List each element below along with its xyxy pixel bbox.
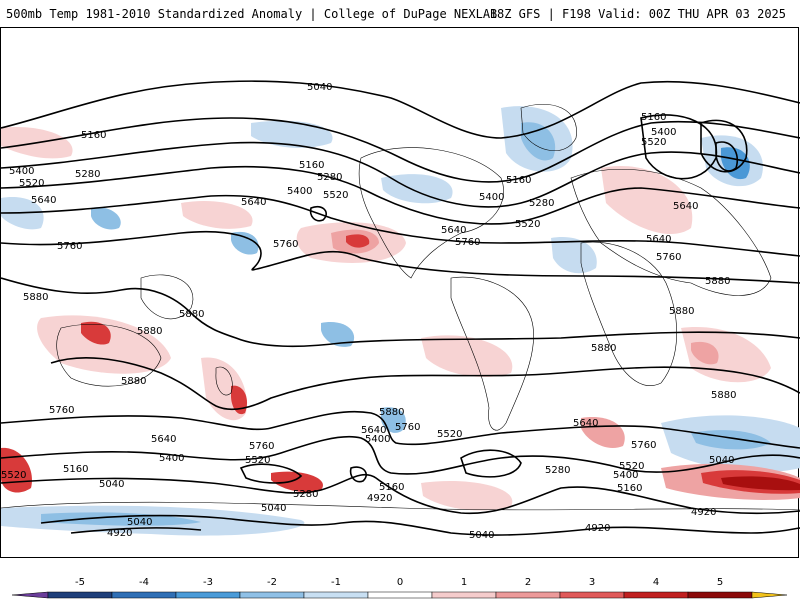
colorbar-swatch xyxy=(367,591,433,599)
contour-label: 5760 xyxy=(395,422,420,433)
colorbar-tick-label: 2 xyxy=(525,577,531,588)
contour-label: 5400 xyxy=(287,186,312,197)
contour-label: 5280 xyxy=(293,489,318,500)
contour-label: 5280 xyxy=(529,198,554,209)
contour-label: 5400 xyxy=(613,470,638,481)
contour-label: 5760 xyxy=(455,237,480,248)
contour-label: 5400 xyxy=(159,453,184,464)
colorbar-swatch xyxy=(175,591,241,599)
contour-label: 5880 xyxy=(179,309,204,320)
contour-label: 5880 xyxy=(711,390,736,401)
contour-label: 4920 xyxy=(107,528,132,539)
contour-label: 5880 xyxy=(121,376,146,387)
contour-label: 5280 xyxy=(545,465,570,476)
colorbar-ticks: -5 -4 -3 -2 -1 0 1 2 3 4 5 xyxy=(75,577,723,588)
contour-label: 5520 xyxy=(245,455,270,466)
anomaly-shading xyxy=(1,106,800,536)
contour-label: 5520 xyxy=(1,470,26,481)
contour-label: 5640 xyxy=(673,201,698,212)
contour-label: 5400 xyxy=(365,434,390,445)
colorbar-tick-label: -4 xyxy=(139,577,149,588)
colorbar-tick-label: -2 xyxy=(267,577,277,588)
contour-label: 5040 xyxy=(261,503,286,514)
colorbar-tick-label: 5 xyxy=(717,577,723,588)
contour-label: 5400 xyxy=(479,192,504,203)
header-bar: 500mb Temp 1981-2010 Standardized Anomal… xyxy=(0,0,800,28)
coastlines xyxy=(1,104,800,511)
colorbar-swatch xyxy=(687,591,753,599)
contour-label: 5880 xyxy=(669,306,694,317)
colorbar-swatch xyxy=(11,591,49,599)
contour-label: 5160 xyxy=(379,482,404,493)
colorbar-swatch xyxy=(751,591,788,599)
contour-label: 5040 xyxy=(709,455,734,466)
contour-label: 5520 xyxy=(619,461,644,472)
contour-label: 5160 xyxy=(617,483,642,494)
contour-label: 5160 xyxy=(81,130,106,141)
colorbar: -5 -4 -3 -2 -1 0 1 2 3 4 5 xyxy=(0,572,800,600)
contour-label: 5640 xyxy=(241,197,266,208)
contour-label: 5880 xyxy=(23,292,48,303)
contour-label: 5520 xyxy=(515,219,540,230)
contour-label: 5760 xyxy=(57,241,82,252)
map-canvas: 5040 5160 5160 5160 5160 5280 5280 5280 … xyxy=(1,80,800,541)
colorbar-swatch xyxy=(559,591,625,599)
colorbar-swatch xyxy=(431,591,497,599)
contour-label: 5160 xyxy=(506,175,531,186)
contour-label: 5160 xyxy=(63,464,88,475)
contour-label: 5040 xyxy=(307,82,332,93)
map-title: 500mb Temp 1981-2010 Standardized Anomal… xyxy=(6,7,498,21)
contour-label: 5640 xyxy=(361,425,386,436)
contour-label: 5040 xyxy=(469,530,494,541)
colorbar-tick-label: 1 xyxy=(461,577,467,588)
height-contours xyxy=(1,80,800,536)
contour-label: 5040 xyxy=(99,479,124,490)
contour-label: 5880 xyxy=(705,276,730,287)
colorbar-swatch xyxy=(239,591,305,599)
contour-label: 5640 xyxy=(151,434,176,445)
colorbar-tick-label: -5 xyxy=(75,577,85,588)
colorbar-tick-label: -3 xyxy=(203,577,213,588)
contour-label: 5640 xyxy=(441,225,466,236)
contour-label: 4920 xyxy=(367,493,392,504)
valid-time: 18Z GFS | F198 Valid: 00Z THU APR 03 202… xyxy=(489,7,786,21)
colorbar-tick-label: 3 xyxy=(589,577,595,588)
contour-label: 5640 xyxy=(573,418,598,429)
contour-label: 5280 xyxy=(317,172,342,183)
contour-label: 5400 xyxy=(9,166,34,177)
contour-label: 5760 xyxy=(656,252,681,263)
contour-label: 4920 xyxy=(585,523,610,534)
colorbar-swatch xyxy=(623,591,689,599)
contour-label: 5160 xyxy=(641,112,666,123)
contour-label: 5880 xyxy=(379,407,404,418)
contour-label: 5520 xyxy=(323,190,348,201)
contour-label: 5880 xyxy=(591,343,616,354)
colorbar-svg: -5 -4 -3 -2 -1 0 1 2 3 4 5 xyxy=(11,577,788,599)
colorbar-swatch xyxy=(47,591,113,599)
contour-label: 5160 xyxy=(299,160,324,171)
contour-label: 5760 xyxy=(49,405,74,416)
contour-label: 5640 xyxy=(646,234,671,245)
colorbar-swatches xyxy=(11,591,788,599)
contour-label: 5640 xyxy=(31,195,56,206)
anomaly-map[interactable]: 5040 5160 5160 5160 5160 5280 5280 5280 … xyxy=(0,27,800,558)
contour-label: 5520 xyxy=(641,137,666,148)
contour-label: 5400 xyxy=(651,127,676,138)
colorbar-swatch xyxy=(303,591,369,599)
contour-label: 5520 xyxy=(19,178,44,189)
contour-label: 5760 xyxy=(273,239,298,250)
contour-label: 5280 xyxy=(75,169,100,180)
colorbar-tick-label: 0 xyxy=(397,577,403,588)
contour-label: 5880 xyxy=(137,326,162,337)
contour-label: 4920 xyxy=(691,507,716,518)
contour-label: 5760 xyxy=(249,441,274,452)
contour-label: 5040 xyxy=(127,517,152,528)
contour-label: 5520 xyxy=(437,429,462,440)
colorbar-swatch xyxy=(111,591,177,599)
colorbar-swatch xyxy=(495,591,561,599)
colorbar-tick-label: 4 xyxy=(653,577,659,588)
colorbar-tick-label: -1 xyxy=(331,577,341,588)
contour-label: 5760 xyxy=(631,440,656,451)
contour-labels: 5040 5160 5160 5160 5160 5280 5280 5280 … xyxy=(1,82,736,541)
